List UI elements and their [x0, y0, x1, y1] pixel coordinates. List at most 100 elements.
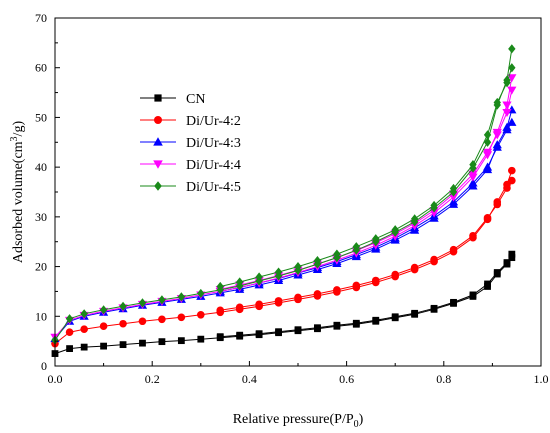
x-tick-label: 0.0 — [48, 372, 63, 386]
y-axis: 0 10 20 30 40 50 60 70 — [35, 11, 60, 373]
data-point — [65, 328, 74, 336]
data-point — [469, 160, 477, 170]
series-4 — [51, 44, 516, 345]
series-adsorption-line — [54, 77, 513, 338]
data-point — [492, 131, 502, 140]
x-tick-label: 0.2 — [145, 372, 160, 386]
series-adsorption-line — [54, 48, 513, 341]
legend-label: Di/Ur-4:5 — [186, 180, 241, 195]
x-tick-label: 0.4 — [242, 372, 257, 386]
legend: CN Di/Ur-4:2 Di/Ur-4:3 Di/Ur-4:4 Di/Ur-4:5 — [140, 92, 241, 195]
series-adsorption-line — [54, 170, 513, 344]
data-point — [450, 298, 457, 306]
data-point — [313, 256, 322, 266]
x-axis: 0.0 0.2 0.4 0.6 0.8 1.0 — [48, 361, 549, 386]
data-point — [255, 300, 263, 309]
series-0 — [51, 250, 516, 357]
x-tick-label: 1.0 — [534, 372, 549, 386]
series-desorption-line — [220, 122, 513, 292]
data-point — [493, 200, 502, 209]
x-tick-label: 0.8 — [436, 372, 451, 386]
x-axis-title-end: ) — [359, 412, 364, 427]
series-layer — [50, 44, 517, 357]
legend-label: Di/Ur-4:2 — [186, 114, 241, 129]
y-tick-label: 0 — [41, 359, 47, 373]
data-point — [503, 78, 511, 88]
data-point — [507, 117, 517, 126]
data-point — [139, 339, 146, 347]
legend-label: Di/Ur-4:3 — [186, 136, 241, 151]
y-tick-label: 10 — [35, 309, 47, 323]
legend-label: Di/Ur-4:4 — [186, 158, 241, 173]
data-point — [158, 315, 166, 324]
data-point — [410, 263, 419, 272]
data-point — [508, 44, 516, 54]
data-point — [313, 290, 322, 298]
data-point — [177, 337, 185, 345]
data-point — [216, 281, 224, 292]
data-point — [274, 267, 283, 277]
data-point — [468, 178, 478, 187]
legend-marker — [154, 94, 162, 102]
data-point — [469, 231, 477, 240]
data-point — [449, 245, 458, 254]
data-point — [255, 272, 263, 282]
data-point — [80, 309, 88, 319]
data-point — [158, 295, 166, 305]
y-tick-label: 50 — [35, 110, 47, 124]
data-point — [503, 184, 511, 192]
data-point — [484, 280, 491, 288]
data-point — [391, 270, 400, 279]
series-desorption-line — [220, 67, 513, 287]
data-point — [99, 305, 108, 315]
data-point — [430, 255, 438, 264]
data-point — [492, 142, 502, 151]
data-point — [391, 225, 399, 235]
data-point — [391, 313, 399, 321]
data-point — [119, 319, 127, 328]
data-point — [197, 288, 205, 299]
legend-marker — [153, 137, 163, 146]
data-point — [255, 330, 263, 338]
data-point — [158, 338, 166, 346]
data-point — [197, 310, 205, 319]
y-tick-label: 40 — [35, 160, 47, 174]
data-point — [371, 276, 380, 285]
data-point — [236, 277, 244, 287]
plot-frame — [54, 17, 542, 367]
data-point — [197, 335, 205, 343]
data-point — [80, 343, 88, 351]
data-point — [138, 317, 147, 326]
data-point — [449, 183, 458, 194]
data-point — [482, 148, 493, 157]
data-point — [65, 314, 74, 324]
series-desorption-line — [220, 89, 513, 290]
data-point — [411, 309, 419, 317]
data-point — [177, 313, 186, 322]
data-point — [483, 137, 492, 147]
data-point — [468, 170, 478, 179]
data-point — [275, 328, 282, 336]
data-point — [482, 162, 493, 171]
data-point — [372, 316, 380, 324]
data-point — [138, 298, 147, 308]
data-point — [352, 319, 360, 327]
data-point — [100, 342, 107, 350]
y-tick-label: 60 — [35, 61, 47, 75]
data-point — [469, 291, 477, 299]
legend-label: CN — [186, 92, 205, 107]
data-point — [410, 214, 419, 224]
data-point — [274, 297, 283, 305]
y-axis-title-superscript: 3 — [9, 136, 20, 141]
data-point — [80, 325, 88, 334]
series-desorption-line — [220, 257, 513, 338]
data-point — [333, 321, 341, 329]
y-axis-title: Adsorbed volume(cm3/g) — [9, 121, 26, 264]
data-point — [507, 86, 517, 95]
data-point — [119, 301, 127, 311]
data-point — [352, 281, 361, 290]
y-tick-label: 20 — [35, 260, 47, 274]
data-point — [333, 286, 341, 294]
x-axis-title: Relative pressure(P/P0) — [233, 412, 364, 430]
